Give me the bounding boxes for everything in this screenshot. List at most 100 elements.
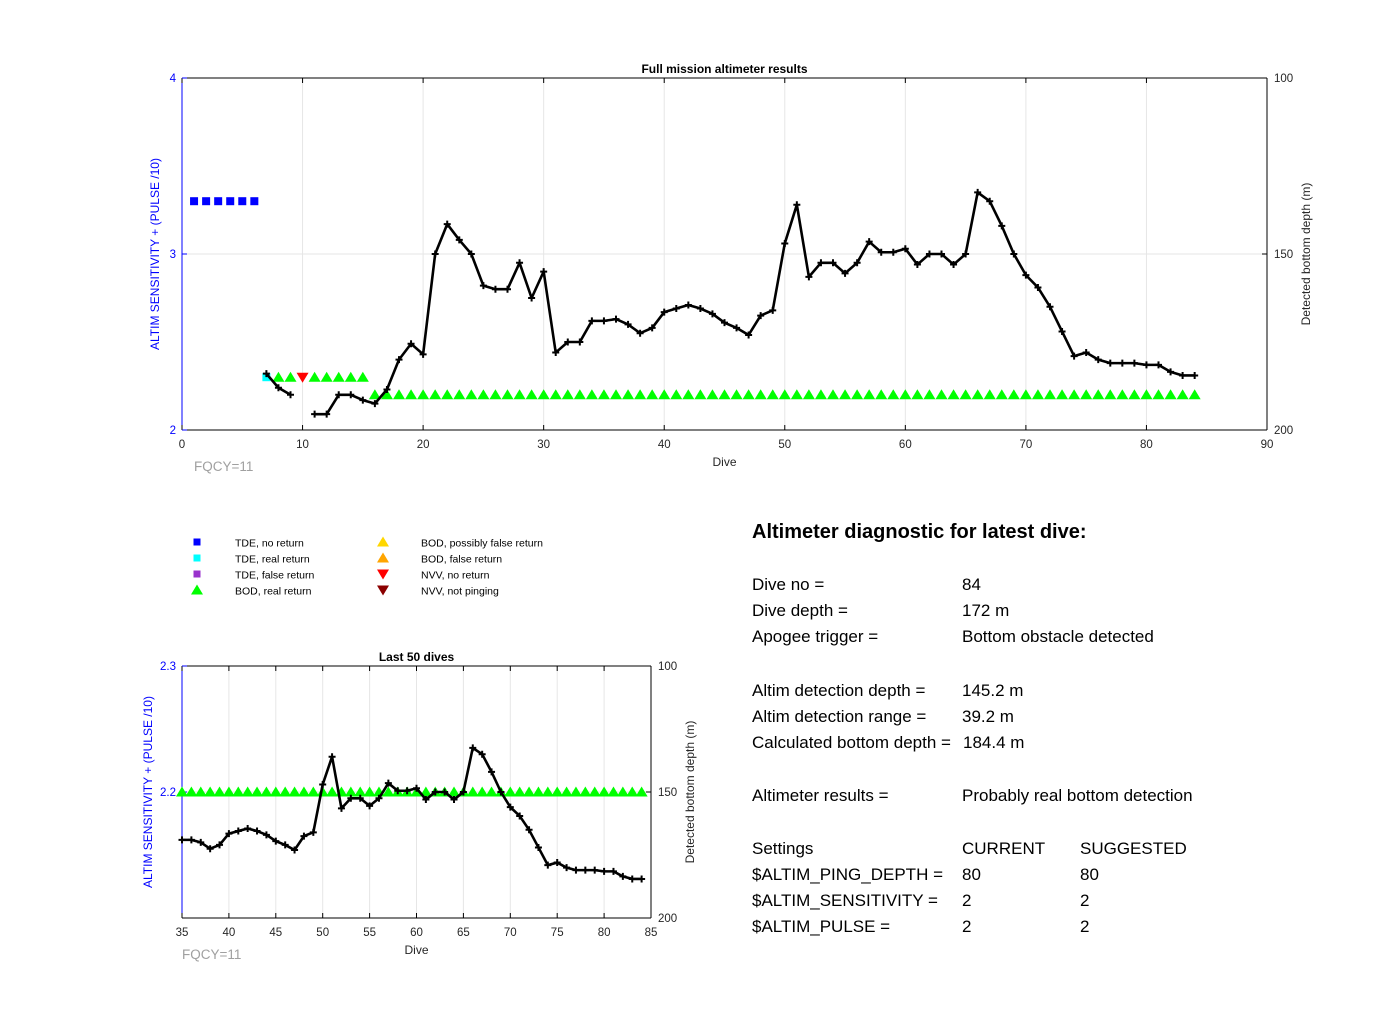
legend: TDE, no return TDE, real return TDE, false… <box>191 536 543 598</box>
depth-point <box>287 391 294 399</box>
x-tick-label: 80 <box>1140 439 1153 451</box>
depth-point <box>1082 349 1090 357</box>
x-tick-label: 20 <box>417 439 430 451</box>
sensitivity-suggested: 2 <box>1080 891 1090 910</box>
marker-triangle-up <box>1104 389 1117 400</box>
marker-square <box>262 373 271 382</box>
depth-point <box>328 753 336 761</box>
depth-point <box>708 310 716 318</box>
marker-triangle-up <box>213 786 226 797</box>
ping-depth-current: 80 <box>962 865 981 884</box>
depth-point <box>431 788 439 796</box>
depth-point <box>877 248 885 256</box>
y-left-tick-label: 2.3 <box>160 661 176 673</box>
chart-title: Last 50 dives <box>379 650 455 664</box>
y-right-tick-label: 150 <box>658 787 677 799</box>
depth-point <box>974 188 982 196</box>
depth-point <box>540 268 548 276</box>
depth-point <box>384 779 392 787</box>
marker-triangle-up <box>368 389 381 400</box>
dive-no-value: 84 <box>962 575 981 594</box>
marker-triangle-up <box>1080 389 1093 400</box>
depth-point <box>534 843 542 851</box>
depth-point <box>516 259 524 267</box>
marker-triangle-up <box>851 389 864 400</box>
marker-triangle-up <box>706 389 719 400</box>
fqcy-note: FQCY=11 <box>194 459 253 474</box>
marker-triangle-up <box>1068 389 1081 400</box>
chart-title: Full mission altimeter results <box>641 62 807 76</box>
marker-triangle-up <box>875 389 888 400</box>
depth-point <box>1179 371 1187 379</box>
altim-detection-range-label: Altim detection range = <box>752 707 927 726</box>
depth-point <box>455 236 463 244</box>
depth-point <box>600 867 608 875</box>
marker-triangle-up <box>363 786 376 797</box>
marker-triangle-up <box>585 389 598 400</box>
legend-marker-square <box>193 554 201 562</box>
marker-triangle-up <box>718 389 731 400</box>
marker-square <box>190 197 199 206</box>
marker-triangle-up <box>241 786 254 797</box>
marker-triangle-up <box>573 389 586 400</box>
depth-point <box>865 238 873 246</box>
depth-point <box>829 259 837 267</box>
marker-triangle-up <box>551 786 564 797</box>
marker-triangle-up <box>232 786 245 797</box>
y-right-tick-label: 200 <box>1274 425 1293 437</box>
marker-triangle-up <box>742 389 755 400</box>
marker-triangle-up <box>1056 389 1069 400</box>
marker-triangle-up <box>405 389 418 400</box>
legend-item: NVV, no return <box>377 569 490 582</box>
pulse-current: 2 <box>962 917 972 936</box>
legend-item: BOD, false return <box>377 552 502 566</box>
marker-triangle-up <box>448 786 461 797</box>
depth-point <box>805 273 813 281</box>
marker-triangle-up <box>814 389 827 400</box>
depth-point <box>648 324 656 332</box>
x-tick-label: 50 <box>316 927 329 939</box>
marker-triangle-up <box>839 389 852 400</box>
marker-triangle-up <box>827 389 839 400</box>
marker-triangle-up <box>1116 389 1129 400</box>
marker-triangle-up <box>380 389 393 400</box>
depth-point <box>581 866 589 874</box>
depth-point <box>300 832 308 840</box>
depth-point <box>525 826 533 834</box>
marker-triangle-up <box>1176 389 1189 400</box>
depth-point <box>757 312 765 320</box>
depth-point <box>696 305 704 313</box>
marker-triangle-up <box>260 786 273 797</box>
x-tick-label: 60 <box>899 439 912 451</box>
marker-triangle-up <box>730 389 743 400</box>
marker-triangle-up <box>561 389 574 400</box>
y-right-tick-label: 150 <box>1274 249 1293 261</box>
depth-point <box>375 794 383 802</box>
depth-point <box>419 350 427 358</box>
depth-point <box>281 841 289 849</box>
depth-point <box>1070 352 1078 360</box>
depth-point <box>672 305 680 313</box>
y-left-tick-label: 3 <box>170 249 176 261</box>
depth-point <box>506 803 514 811</box>
depth-point <box>544 861 552 869</box>
legend-marker-square <box>193 570 201 578</box>
marker-triangle-up <box>541 786 554 797</box>
depth-point <box>950 261 958 269</box>
marker-triangle-up <box>485 786 498 797</box>
marker-triangle-up <box>1092 389 1105 400</box>
marker-triangle-up <box>429 389 442 400</box>
legend-marker-triangle-down <box>377 585 389 596</box>
depth-line <box>314 191 1195 416</box>
depth-point <box>1046 303 1054 311</box>
depth-point <box>564 338 572 346</box>
depth-point <box>572 866 580 874</box>
marker-triangle-up <box>995 389 1008 400</box>
marker-triangle-up <box>185 786 198 797</box>
y-right-tick-label: 100 <box>1274 73 1293 85</box>
depth-point <box>497 788 505 796</box>
depth-point <box>1191 371 1199 379</box>
depth-point <box>612 315 620 323</box>
depth-point <box>431 250 439 258</box>
apogee-trigger-value: Bottom obstacle detected <box>962 627 1154 646</box>
